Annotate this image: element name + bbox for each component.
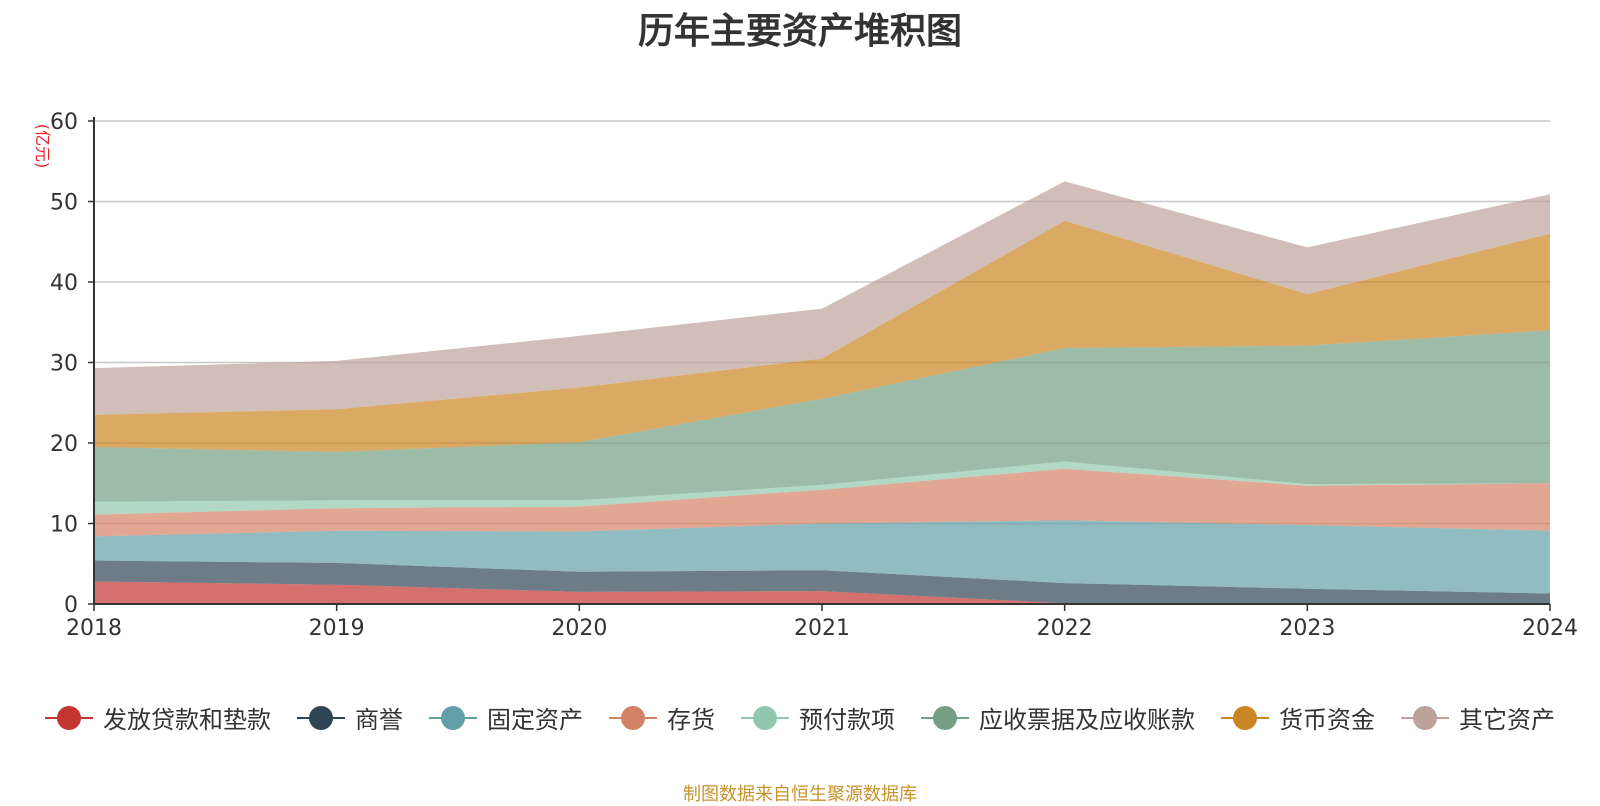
legend-label: 商誉: [355, 706, 403, 734]
legend-label: 存货: [667, 706, 715, 734]
stacked-area-chart: 0 10 20 30 40 50 60 2018 2019 2020 2021 2022 2023 202…: [33, 110, 1578, 641]
legend-item[interactable]: 存货: [609, 700, 715, 735]
x-tick-label: 2021: [794, 616, 850, 641]
legend-label: 货币资金: [1279, 706, 1375, 734]
unit-label: (亿元): [33, 124, 52, 169]
legend-label: 发放贷款和垫款: [103, 706, 271, 734]
chart-title: 历年主要资产堆积图: [637, 11, 962, 52]
legend-item[interactable]: 商誉: [297, 700, 403, 735]
y-tick-label: 10: [50, 513, 78, 538]
area-series: [94, 468, 1550, 537]
x-tick-label: 2024: [1522, 616, 1578, 641]
area-series: [94, 330, 1550, 502]
area-series: [94, 520, 1550, 594]
y-tick-label: 30: [50, 352, 78, 377]
y-tick-label: 50: [50, 191, 78, 216]
legend-label: 预付款项: [799, 706, 895, 734]
x-tick-label: 2019: [309, 616, 365, 641]
y-tick-label: 0: [64, 593, 78, 618]
legend-marker-icon: [609, 705, 657, 730]
legend-marker-icon: [297, 705, 345, 730]
area-series: [94, 560, 1550, 604]
area-series: [94, 461, 1550, 515]
area-series: [94, 220, 1550, 452]
legend-item[interactable]: 预付款项: [741, 700, 895, 735]
x-tick-label: 2023: [1279, 616, 1335, 641]
y-tick-label: 60: [50, 110, 78, 135]
y-tick-label: 40: [50, 271, 78, 296]
legend-item[interactable]: 其它资产: [1401, 700, 1555, 735]
legend-item[interactable]: 应收票据及应收账款: [921, 700, 1195, 735]
x-tick-label: 2020: [551, 616, 607, 641]
legend-label: 其它资产: [1459, 706, 1555, 734]
source-footer: 制图数据来自恒生聚源数据库: [683, 784, 917, 805]
legend-label: 应收票据及应收账款: [979, 706, 1195, 734]
x-tick-label: 2022: [1037, 616, 1093, 641]
legend-label: 固定资产: [487, 706, 583, 734]
area-series: [94, 181, 1550, 415]
y-tick-label: 20: [50, 432, 78, 457]
area-series: [94, 581, 1550, 604]
x-tick-label: 2018: [66, 616, 122, 641]
legend-marker-icon: [1221, 705, 1269, 730]
legend-marker-icon: [1401, 705, 1449, 730]
legend-item[interactable]: 固定资产: [429, 700, 583, 735]
legend: 发放贷款和垫款 商誉 固定资产 存货 预付款项 应收票据及应收账款 货币资金 其它资产: [0, 700, 1600, 735]
legend-marker-icon: [921, 705, 969, 730]
legend-marker-icon: [741, 705, 789, 730]
legend-marker-icon: [45, 705, 93, 730]
legend-item[interactable]: 货币资金: [1221, 700, 1375, 735]
legend-marker-icon: [429, 705, 477, 730]
legend-item[interactable]: 发放贷款和垫款: [45, 700, 271, 735]
